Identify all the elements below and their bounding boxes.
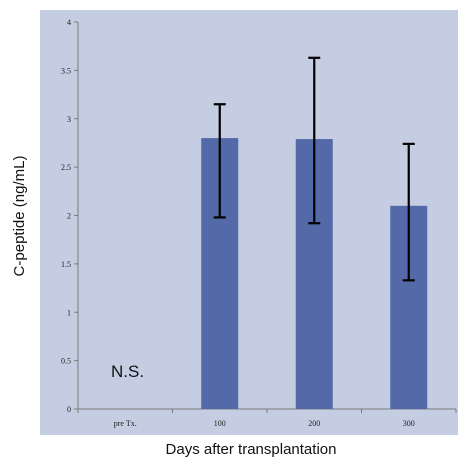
y-tick-label: 0.5 xyxy=(61,357,71,366)
annotation-ns: N.S. xyxy=(111,362,144,381)
error-bar xyxy=(308,56,321,225)
x-ticks: pre Tx. 100 200 300 xyxy=(77,409,457,428)
y-axis-title: C-peptide (ng/mL) xyxy=(11,156,28,277)
y-tick-label: 2 xyxy=(67,212,71,221)
error-bar xyxy=(402,142,415,282)
x-tick-label: 100 xyxy=(214,419,226,428)
x-axis-title: Days after transplantation xyxy=(166,441,337,458)
y-ticks: 0 0.5 1 1.5 2 2.5 3 3.5 4 xyxy=(61,18,78,414)
y-tick-label: 3.5 xyxy=(61,66,71,75)
y-tick-label: 3 xyxy=(67,115,71,124)
y-tick-label: 1 xyxy=(67,308,71,317)
error-bar xyxy=(213,103,226,219)
y-tick-label: 1.5 xyxy=(61,260,71,269)
x-tick-label: 200 xyxy=(308,419,320,428)
y-tick-label: 0 xyxy=(67,405,71,414)
plot-area xyxy=(40,10,458,435)
error-bars xyxy=(213,56,415,282)
y-tick-label: 4 xyxy=(67,18,71,27)
x-tick-label: pre Tx. xyxy=(114,419,137,428)
x-tick-label: 300 xyxy=(403,419,415,428)
y-tick-label: 2.5 xyxy=(61,163,71,172)
